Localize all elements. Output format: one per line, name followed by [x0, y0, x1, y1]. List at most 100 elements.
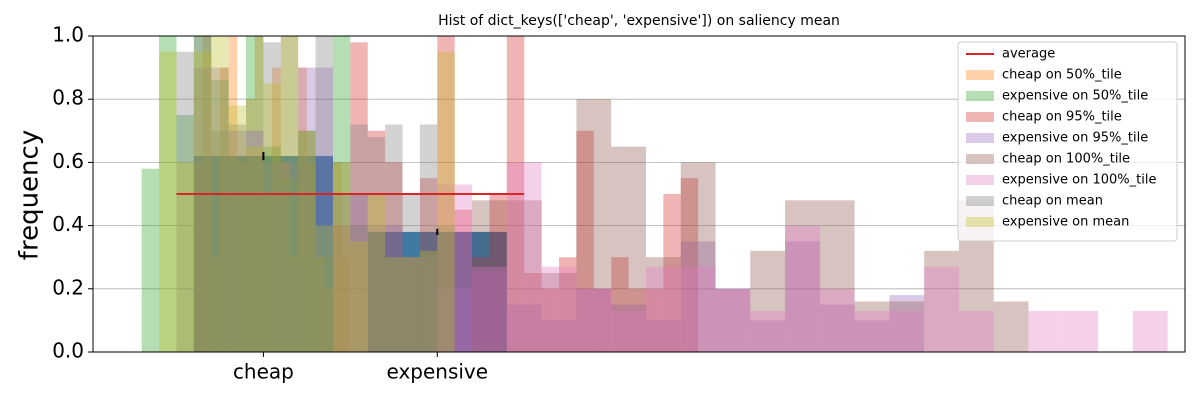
histogram-bar [385, 257, 403, 352]
histogram-bar [541, 266, 577, 352]
histogram-bar [332, 162, 351, 352]
histogram-bar [246, 99, 255, 352]
histogram-bar [472, 257, 490, 352]
legend-swatch [966, 70, 994, 80]
histogram-bar [819, 200, 855, 352]
histogram-bar [280, 178, 299, 352]
histogram-bar [272, 67, 281, 352]
legend-swatch [966, 175, 994, 185]
histogram-bar [576, 99, 612, 352]
bar [367, 231, 507, 352]
histogram-bar [680, 241, 716, 352]
histogram-bar [246, 146, 264, 352]
legend-label: cheap on 50%_tile [1002, 68, 1122, 83]
histogram-bar [141, 168, 160, 352]
histogram-bar [228, 105, 247, 353]
histogram-bar [237, 162, 247, 352]
histogram-bar [306, 162, 316, 352]
histogram-bar [854, 301, 890, 352]
histogram-bar [228, 156, 247, 352]
histogram-bar [402, 257, 438, 352]
histogram-bar [750, 310, 786, 352]
legend-label: expensive on mean [1002, 215, 1129, 230]
histogram-bar [541, 288, 560, 352]
histogram-bar [785, 225, 820, 352]
histogram-bar [332, 194, 368, 352]
histogram-bar [993, 301, 1029, 352]
histogram-bar [506, 200, 542, 352]
histogram-bar [715, 288, 751, 352]
histogram-bar [645, 320, 681, 352]
legend-label: cheap on mean [1002, 194, 1103, 209]
histogram-bar [576, 288, 612, 352]
histogram-bar [341, 257, 351, 352]
histogram-bar [593, 288, 612, 352]
histogram-bar [506, 304, 542, 352]
histogram-bar [889, 295, 925, 352]
legend: average cheap on 50%_tile expensive on 50%… [957, 41, 1178, 242]
histogram-bar [506, 162, 542, 352]
histogram-bar [324, 288, 333, 352]
histogram-bar [819, 288, 855, 352]
plot-frame [92, 35, 1186, 353]
histogram-bar [332, 225, 351, 352]
legend-swatch [966, 217, 994, 227]
y-axis-label: frequency [15, 130, 45, 260]
histogram-bar [889, 310, 925, 352]
legend-swatch [966, 112, 994, 122]
histogram-bar [715, 288, 751, 352]
histogram-bar [854, 320, 890, 352]
legend-swatch [966, 154, 994, 164]
histogram-bar [193, 67, 229, 352]
bar [193, 156, 333, 352]
histogram-bar [402, 257, 420, 352]
histogram-bar [854, 310, 890, 352]
histogram-bar [228, 130, 264, 352]
legend-label: average [1002, 47, 1055, 62]
histogram-bar [663, 194, 681, 352]
histogram-bar [680, 266, 716, 352]
histogram-bar [367, 130, 386, 352]
legend-box [957, 41, 1178, 242]
histogram-bar [1028, 310, 1064, 352]
histogram-bar [819, 304, 855, 352]
histogram-bar [367, 225, 403, 352]
histogram-bar [524, 273, 542, 352]
histogram-bar [350, 241, 368, 352]
histogram-bar [280, 162, 290, 352]
histogram-bar [315, 257, 325, 352]
histogram-bar [454, 209, 473, 352]
legend-label: cheap on 100%_tile [1002, 152, 1130, 167]
histogram-bar [611, 146, 646, 352]
histogram-bar [489, 194, 507, 352]
histogram-bar [159, 36, 177, 352]
histogram-bar [628, 288, 646, 352]
histogram-bar [611, 310, 646, 352]
histogram-bar [889, 301, 925, 352]
histogram-bar [193, 51, 212, 353]
histogram-bar [246, 162, 264, 352]
legend-label: expensive on 100%_tile [1002, 173, 1156, 188]
histogram-bar [263, 194, 273, 352]
histogram-bar [437, 51, 455, 353]
histogram-bar [298, 130, 316, 352]
histogram-bar [298, 130, 316, 352]
y-tick-label: 1.0 [52, 23, 84, 47]
histogram-bar [645, 257, 681, 352]
legend-swatch [966, 91, 994, 101]
histogram-bar [785, 241, 820, 352]
histogram-bar [576, 288, 612, 352]
histogram-bar [611, 257, 629, 352]
histogram-bar [785, 200, 820, 352]
histogram-bar [472, 200, 507, 352]
histogram-bar [211, 130, 229, 352]
y-tick-label: 0.8 [52, 86, 84, 110]
histogram-bar [419, 124, 438, 352]
histogram-bar [437, 288, 473, 352]
histogram-bar [385, 124, 403, 352]
histogram-bar [263, 42, 281, 352]
histogram-bar [750, 250, 786, 352]
histogram-bar [1063, 310, 1099, 352]
histogram-bar [541, 273, 577, 352]
histogram-bar [924, 266, 959, 352]
